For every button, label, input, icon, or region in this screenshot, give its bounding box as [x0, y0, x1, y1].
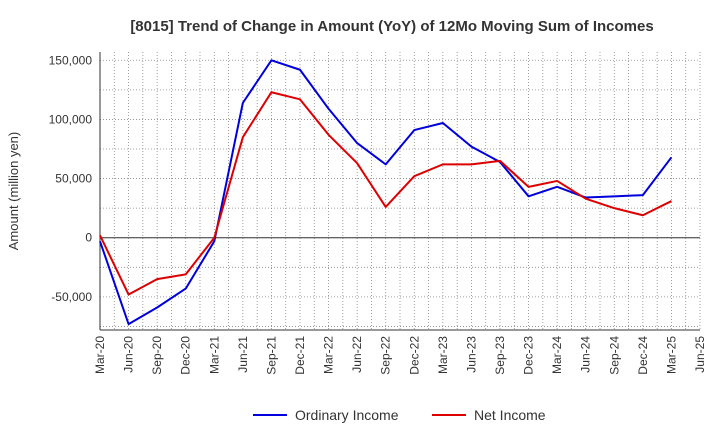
series-line-net-income: [99, 91, 672, 296]
y-tick-label: 50,000: [55, 172, 92, 186]
x-tick-label: Mar-22: [322, 336, 336, 374]
chart-title: [8015] Trend of Change in Amount (YoY) o…: [130, 18, 653, 35]
x-tick-label: Sep-21: [264, 336, 278, 375]
y-tick-label: 100,000: [49, 112, 93, 126]
x-tick-label: Jun-25: [693, 336, 707, 373]
y-tick-label: 150,000: [49, 53, 93, 67]
legend-label: Ordinary Income: [295, 407, 399, 423]
y-tick-label: -50,000: [51, 290, 92, 304]
x-tick-label: Dec-21: [293, 336, 307, 375]
x-tick-label: Sep-23: [493, 336, 507, 375]
y-axis-label: Amount (million yen): [6, 132, 21, 251]
x-tick-label: Jun-24: [579, 336, 593, 373]
x-tick-label: Dec-20: [179, 336, 193, 375]
legend-item-ordinary-income: Ordinary Income: [253, 407, 399, 423]
x-tick-label: Mar-24: [550, 336, 564, 374]
x-tick-label: Dec-24: [636, 336, 650, 375]
x-tick-label: Jun-23: [464, 336, 478, 373]
x-tick-label: Sep-20: [150, 336, 164, 375]
series-layer: [99, 59, 673, 326]
x-tick-label: Jun-21: [236, 336, 250, 373]
x-tick-labels: Mar-20 Jun-20 Sep-20 Dec-20 Mar-21 Jun-21 Sep-…: [93, 336, 707, 375]
x-tick-label: Jun-22: [350, 336, 364, 373]
legend-item-net-income: Net Income: [432, 407, 546, 423]
series-line-ordinary-income: [99, 59, 673, 326]
x-tick-label: Mar-20: [93, 336, 107, 374]
y-tick-label: 0: [85, 231, 92, 245]
legend-label: Net Income: [474, 407, 546, 423]
grid-lines: [99, 52, 701, 330]
y-tick-labels: -50,000 0 50,000 100,000 150,000: [49, 53, 93, 304]
x-tick-label: Dec-23: [522, 336, 536, 375]
x-tick-label: Dec-22: [407, 336, 421, 375]
axes: [99, 52, 700, 331]
legend: Ordinary Income Net Income: [253, 407, 546, 423]
x-tick-label: Mar-23: [436, 336, 450, 374]
x-tick-label: Sep-22: [379, 336, 393, 375]
x-tick-label: Jun-20: [122, 336, 136, 373]
x-tick-label: Sep-24: [607, 336, 621, 375]
x-tick-label: Mar-25: [664, 336, 678, 374]
x-tick-label: Mar-21: [207, 336, 221, 374]
